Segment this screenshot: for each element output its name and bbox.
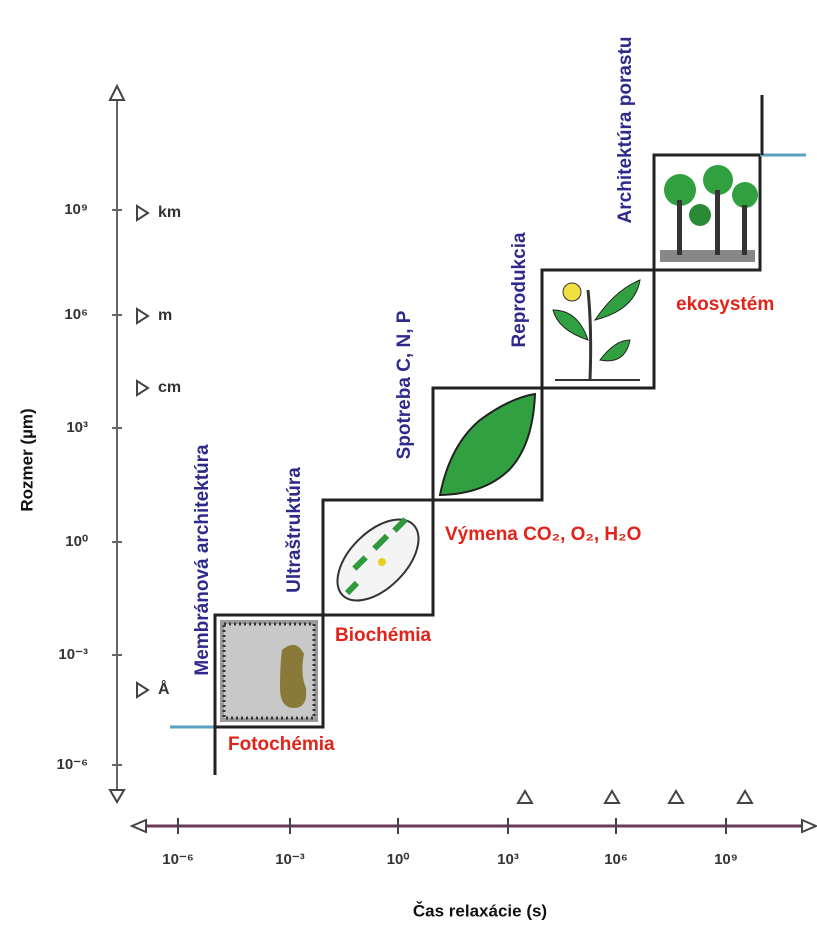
unit-marker: [137, 683, 148, 697]
x-tick-label: 10⁹: [714, 851, 738, 868]
y-tick-label: 10⁰: [65, 533, 88, 550]
unit-marker: [137, 309, 148, 323]
x-tick-label: 10³: [497, 851, 519, 868]
y-tick-label: 10⁻³: [58, 646, 88, 663]
y-tick-label: 10⁶: [64, 306, 88, 323]
leaf-illustration: [440, 394, 535, 495]
trees-illustration: [660, 165, 758, 262]
x-arrow: [132, 820, 146, 832]
process-label: ekosystém: [676, 294, 774, 315]
y-unit-label: km: [158, 204, 181, 221]
x-tick-label: 10⁶: [604, 851, 628, 868]
diagram: Rozmer (µm) Čas relaxácie (s) 10⁻⁶ 10⁻³ 10…: [0, 0, 817, 930]
unit-marker: [137, 381, 148, 395]
plant-illustration: [553, 280, 640, 380]
unit-marker: [137, 206, 148, 220]
chloroplast-illustration: [323, 505, 433, 615]
x-tick-label: 10⁻⁶: [162, 851, 194, 868]
y-tick-label: 10³: [66, 419, 88, 436]
y-axis-title: Rozmer (µm): [17, 408, 36, 511]
membrane-illustration: [220, 620, 318, 722]
process-label: Biochémia: [335, 625, 432, 646]
process-label: Fotochémia: [228, 734, 335, 755]
y-unit-label: m: [158, 307, 172, 324]
time-markers: [518, 791, 752, 803]
structure-label: Spotreba C, N, P: [394, 310, 415, 459]
structure-label: Membránová architektúra: [192, 444, 213, 676]
x-arrow: [802, 820, 816, 832]
structure-label: Architektúra porastu: [615, 37, 636, 224]
process-label: Výmena CO₂, O₂, H₂O: [445, 524, 641, 545]
y-tick-label: 10⁻⁶: [56, 756, 88, 773]
structure-label: Ultraštruktúra: [284, 467, 305, 593]
y-arrow: [110, 790, 124, 802]
x-axis-title: Čas relaxácie (s): [413, 901, 547, 920]
x-tick-label: 10⁰: [387, 851, 410, 868]
y-unit-label: Å: [158, 679, 170, 698]
y-tick-label: 10⁹: [64, 201, 88, 218]
y-arrow: [110, 86, 124, 100]
x-tick-label: 10⁻³: [275, 851, 305, 868]
structure-label: Reprodukcia: [509, 232, 530, 348]
y-unit-label: cm: [158, 379, 181, 396]
